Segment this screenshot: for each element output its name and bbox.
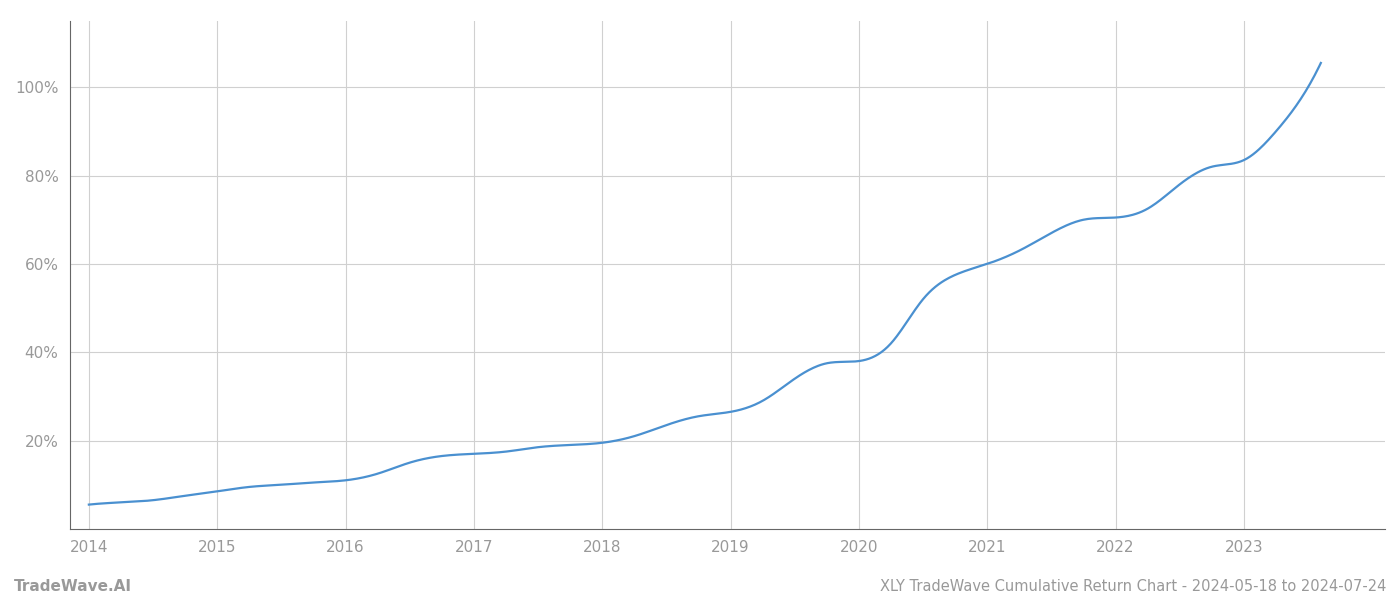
Text: XLY TradeWave Cumulative Return Chart - 2024-05-18 to 2024-07-24: XLY TradeWave Cumulative Return Chart - … (879, 579, 1386, 594)
Text: TradeWave.AI: TradeWave.AI (14, 579, 132, 594)
